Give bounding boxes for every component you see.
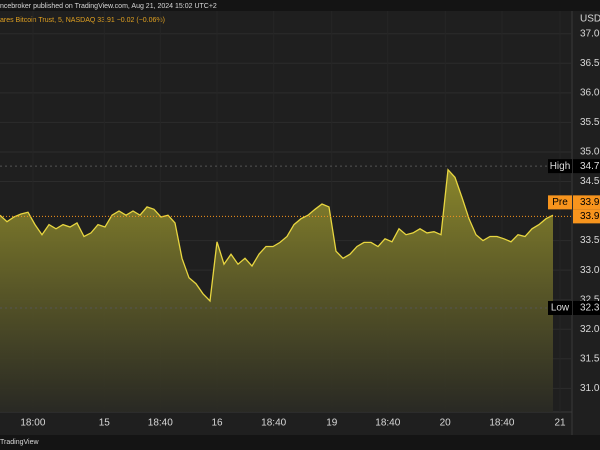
level-value-box — [573, 300, 600, 315]
level-value-box — [573, 195, 600, 210]
level-value: 32.36 — [580, 303, 600, 314]
bottom-bar — [0, 435, 600, 450]
x-tick-label: 18:40 — [489, 418, 514, 429]
x-tick-label: 18:40 — [261, 418, 286, 429]
plot: 31.00 31.50 32.00 32.50 33.00 33.50 34.50 35.00… — [0, 11, 600, 429]
y-tick-label: 31.00 — [580, 383, 600, 394]
last-price-label: 33.91 — [580, 211, 600, 222]
x-tick-label: 18:00 — [20, 418, 45, 429]
x-tick-label: 18:40 — [148, 418, 173, 429]
level-value: 33.93 — [580, 197, 600, 208]
y-tick-label: 36.50 — [580, 58, 600, 69]
x-tick-label: 21 — [554, 418, 566, 429]
level-name: High — [550, 161, 571, 172]
y-tick-label: 32.00 — [580, 324, 600, 335]
x-tick-label: 15 — [99, 418, 111, 429]
publisher: ncebroker published on TradingView.com, … — [0, 3, 217, 10]
y-tick-label: 36.00 — [580, 87, 600, 98]
x-tick-label: 16 — [211, 418, 223, 429]
level-name: Pre — [552, 197, 568, 208]
currency: USD — [580, 14, 600, 25]
level-name-box — [548, 300, 572, 315]
y-tick-label: 37.00 — [580, 28, 600, 39]
footer: TradingView — [0, 439, 39, 446]
y-tick-label: 32.50 — [580, 294, 600, 305]
level-name-box — [548, 195, 572, 210]
x-tick-label: 18:40 — [375, 418, 400, 429]
y-tick-label: 31.50 — [580, 353, 600, 364]
price-line — [0, 168, 554, 303]
last-price-box — [573, 209, 600, 224]
level-value: 34.76 — [580, 161, 600, 172]
y-tick-label: 33.00 — [580, 265, 600, 276]
x-tick-label: 20 — [440, 418, 452, 429]
level-value-box — [573, 159, 600, 174]
level-name-box — [548, 159, 572, 174]
price-area — [0, 169, 553, 412]
x-tick-label: 19 — [326, 418, 338, 429]
y-tick-label: 34.50 — [580, 176, 600, 187]
symbol-info: ares Bitcoin Trust, 5, NASDAQ 33.91 −0.0… — [0, 17, 165, 24]
level-name: Low — [551, 303, 570, 314]
top-bar — [0, 0, 600, 11]
y-tick-label: 35.50 — [580, 117, 600, 128]
y-tick-label: 35.00 — [580, 147, 600, 158]
y-tick-label: 33.50 — [580, 235, 600, 246]
